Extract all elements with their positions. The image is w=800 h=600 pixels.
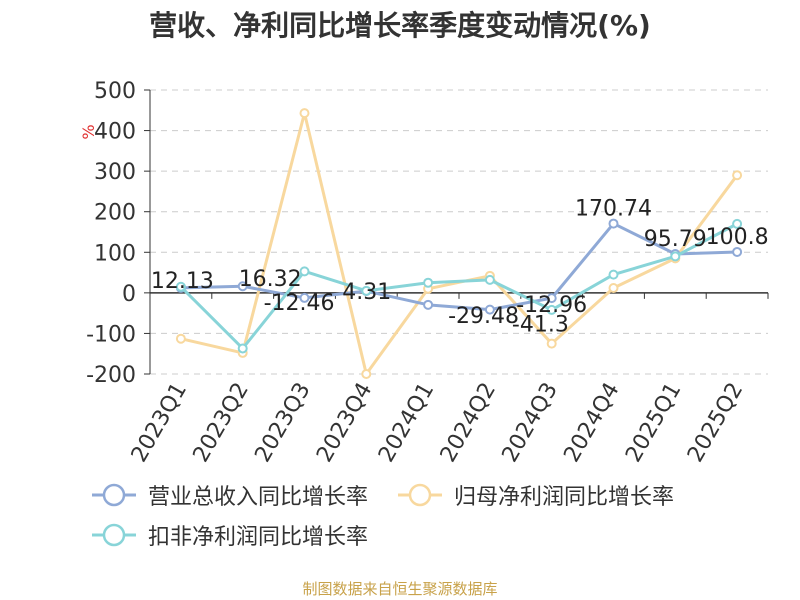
legend-label: 扣非净利润同比增长率 <box>148 525 369 550</box>
series-point-1[interactable] <box>175 333 186 344</box>
series-point-2[interactable] <box>546 304 557 315</box>
data-label: 100.8 <box>706 225 769 250</box>
data-label: -29.48 <box>448 304 519 329</box>
y-tick-label: 100 <box>94 241 136 266</box>
legend-swatch-icon <box>92 483 136 507</box>
series-point-1[interactable] <box>608 282 619 293</box>
x-tick-label: 2023Q3 <box>250 379 315 467</box>
x-tick-label: 2024Q3 <box>498 379 563 467</box>
series-point-0[interactable] <box>423 299 434 310</box>
series-point-2[interactable] <box>670 251 681 262</box>
series-point-0[interactable] <box>237 281 248 292</box>
data-label: -12.96 <box>516 293 587 318</box>
series-point-2[interactable] <box>732 218 743 229</box>
series-point-2[interactable] <box>484 274 495 285</box>
x-tick-label: 2025Q1 <box>621 379 686 467</box>
y-tick-label: 500 <box>94 79 136 104</box>
chart-title: 营收、净利同比增长率季度变动情况(%) <box>149 9 651 42</box>
series-point-2[interactable] <box>608 269 619 280</box>
source-note: 制图数据来自恒生聚源数据库 <box>302 580 498 598</box>
series-point-1[interactable] <box>361 369 372 379</box>
legend-item-1[interactable]: 归母净利润同比增长率 <box>396 475 674 515</box>
y-tick-label: -200 <box>86 363 136 388</box>
x-tick-label: 2024Q4 <box>559 379 624 467</box>
series-point-0[interactable] <box>732 246 743 257</box>
series-point-1[interactable] <box>546 338 557 349</box>
series-point-0[interactable] <box>546 293 557 304</box>
x-tick-label: 2024Q2 <box>436 379 501 467</box>
legend-item-0[interactable]: 营业总收入同比增长率 <box>90 475 368 515</box>
y-tick-label: 400 <box>94 120 136 145</box>
x-tick-label: 2025Q2 <box>683 379 748 467</box>
legend-swatch-icon <box>398 483 443 507</box>
series-line-0 <box>180 222 738 312</box>
data-label: 16.32 <box>239 267 302 292</box>
series-point-0[interactable] <box>299 292 310 303</box>
y-tick-label: 200 <box>94 201 136 226</box>
y-tick-label: 0 <box>122 282 136 307</box>
data-label: 95.79 <box>644 227 707 252</box>
y-tick-label: -100 <box>86 322 136 347</box>
legend-label: 营业总收入同比增长率 <box>148 485 369 510</box>
legend-swatch-icon <box>92 523 136 547</box>
series-point-2[interactable] <box>175 281 186 292</box>
x-tick-label: 2023Q2 <box>189 379 254 467</box>
y-tick-label: 300 <box>94 160 136 185</box>
data-label: 4.31 <box>342 280 391 305</box>
series-point-1[interactable] <box>732 170 743 181</box>
data-label: -41.3 <box>512 313 569 338</box>
x-tick-label: 2024Q1 <box>374 378 439 466</box>
legend-item-2[interactable]: 扣非净利润同比增长率 <box>90 515 368 555</box>
series-point-2[interactable] <box>299 266 310 277</box>
data-label: 12.13 <box>151 269 214 294</box>
data-label: 170.74 <box>575 197 652 222</box>
x-tick-label: 2023Q4 <box>312 379 377 467</box>
x-tick-label: 2023Q1 <box>127 379 192 467</box>
series-point-2[interactable] <box>423 277 434 288</box>
series-line-2 <box>179 222 738 350</box>
legend-label: 归母净利润同比增长率 <box>454 485 675 510</box>
y-axis-label: % <box>79 124 98 139</box>
series-point-2[interactable] <box>361 285 372 296</box>
series-point-0[interactable] <box>608 218 619 229</box>
data-label: -12.46 <box>264 291 335 316</box>
series-point-0[interactable] <box>484 304 495 315</box>
chart-legend: 营业总收入同比增长率 归母净利润同比增长率扣非净利润同比增长率 <box>90 475 770 555</box>
series-point-2[interactable] <box>237 343 248 354</box>
series-point-1[interactable] <box>299 108 310 119</box>
